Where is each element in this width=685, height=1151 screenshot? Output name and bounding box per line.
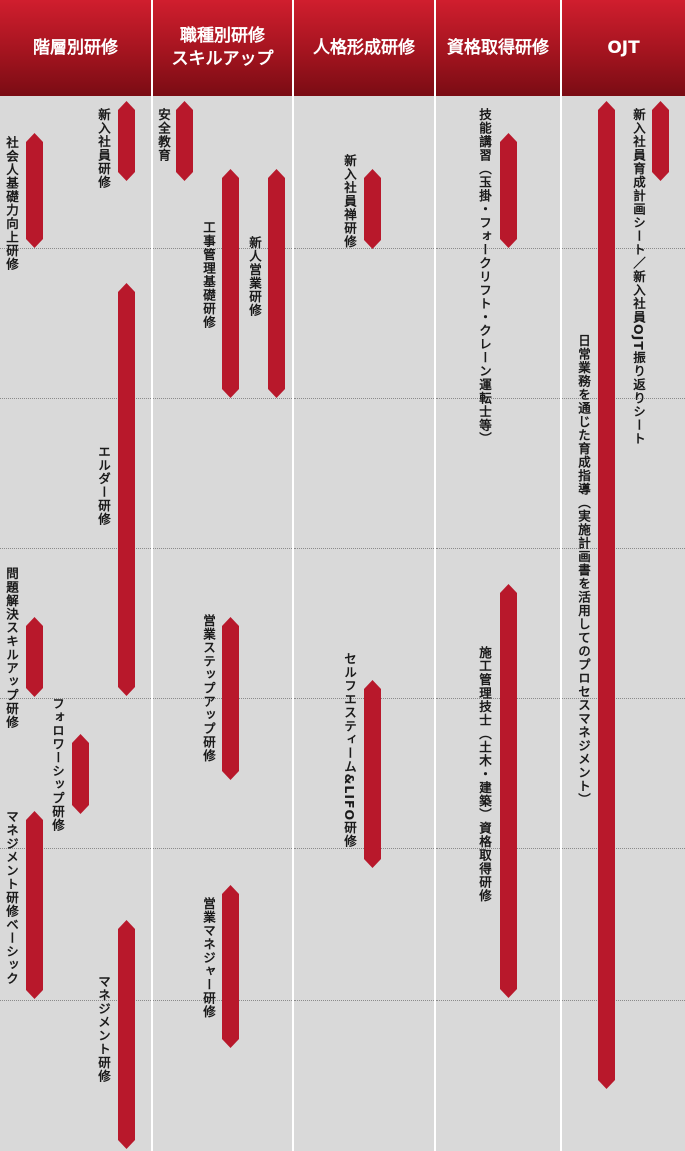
timeline-bar-sales-stepup bbox=[222, 617, 239, 780]
timeline-bar-followership bbox=[72, 734, 89, 814]
header-job-skill: 職種別研修 スキルアップ bbox=[153, 0, 292, 96]
grid-line bbox=[0, 848, 151, 849]
column-character bbox=[294, 96, 434, 1151]
timeline-bar-construction-engineer bbox=[500, 584, 517, 998]
timeline-bar-new-employee bbox=[118, 101, 135, 181]
label-zen-training: 新入社員禅研修 bbox=[342, 154, 357, 249]
timeline-bar-problem-solving bbox=[26, 617, 43, 697]
grid-line bbox=[294, 548, 434, 549]
grid-line bbox=[294, 248, 434, 249]
label-skill-course: 技能講習（玉掛・フォークリフト・クレーン運転士等） bbox=[477, 108, 492, 446]
grid-line bbox=[294, 398, 434, 399]
label-safety-education: 安全教育 bbox=[156, 108, 171, 162]
grid-line bbox=[562, 698, 685, 699]
header-hierarchy-label: 階層別研修 bbox=[33, 37, 118, 58]
timeline-bar-daily-guidance bbox=[598, 101, 615, 1089]
timeline-bar-sales-manager bbox=[222, 885, 239, 1048]
label-construction-mgmt-training: 工事管理基礎研修 bbox=[201, 221, 216, 329]
column-qualification bbox=[436, 96, 560, 1151]
grid-line bbox=[436, 398, 560, 399]
grid-line bbox=[0, 1000, 151, 1001]
grid-line bbox=[0, 398, 151, 399]
label-management-basic-training: マネジメント研修ベーシック bbox=[4, 810, 19, 986]
header-character: 人格形成研修 bbox=[294, 0, 434, 96]
grid-line bbox=[562, 848, 685, 849]
label-new-sales-training: 新人営業研修 bbox=[247, 236, 262, 317]
grid-line bbox=[0, 548, 151, 549]
header-job-skill-line2: スキルアップ bbox=[171, 49, 274, 69]
header-qualification-label: 資格取得研修 bbox=[447, 37, 549, 58]
grid-line bbox=[294, 1000, 434, 1001]
timeline-bar-elder bbox=[118, 283, 135, 696]
label-daily-guidance: 日常業務を通じた育成指導（実施計画書を活用してのプロセスマネジメント） bbox=[576, 334, 591, 807]
header-ojt: OJT bbox=[562, 0, 685, 96]
grid-line bbox=[436, 698, 560, 699]
timeline-bar-management bbox=[118, 920, 135, 1149]
label-sales-stepup-training: 営業ステップアップ研修 bbox=[201, 614, 216, 763]
timeline-bar-construction-mgmt bbox=[222, 169, 239, 398]
label-problem-solving-training: 問題解決スキルアップ研修 bbox=[4, 567, 19, 729]
header-job-skill-label: 職種別研修 スキルアップ bbox=[172, 25, 274, 71]
header-character-label: 人格形成研修 bbox=[313, 37, 415, 58]
timeline-bar-management-basic bbox=[26, 811, 43, 999]
grid-line bbox=[0, 698, 151, 699]
timeline-bar-self-esteem bbox=[364, 680, 381, 868]
grid-line bbox=[436, 248, 560, 249]
header-ojt-label: OJT bbox=[607, 37, 640, 58]
column-ojt bbox=[562, 96, 685, 1151]
label-self-esteem-lifo-training: セルフエスティーム&LIFO研修 bbox=[342, 652, 357, 849]
timeline-bar-basic-ability bbox=[26, 133, 43, 248]
timeline-bar-zen bbox=[364, 169, 381, 249]
grid-line bbox=[562, 398, 685, 399]
timeline-bar-skill-course bbox=[500, 133, 517, 248]
label-sales-manager-training: 営業マネジャー研修 bbox=[201, 897, 216, 1019]
label-new-employee-training: 新入社員研修 bbox=[96, 108, 111, 189]
grid-line bbox=[153, 548, 292, 549]
header-qualification: 資格取得研修 bbox=[436, 0, 560, 96]
grid-line bbox=[436, 848, 560, 849]
grid-line bbox=[436, 548, 560, 549]
grid-line bbox=[436, 1000, 560, 1001]
label-basic-ability-training: 社会人基礎力向上研修 bbox=[4, 136, 19, 271]
grid-line bbox=[562, 548, 685, 549]
header-job-skill-line1: 職種別研修 bbox=[180, 26, 265, 46]
grid-line bbox=[562, 1000, 685, 1001]
label-construction-engineer-qualification: 施工管理技士（土木・建築）資格取得研修 bbox=[477, 646, 492, 903]
grid-line bbox=[562, 248, 685, 249]
grid-line bbox=[153, 848, 292, 849]
header-hierarchy: 階層別研修 bbox=[0, 0, 151, 96]
timeline-bar-training-sheet bbox=[652, 101, 669, 181]
label-management-training: マネジメント研修 bbox=[96, 975, 111, 1083]
grid-line bbox=[153, 398, 292, 399]
grid-line bbox=[0, 248, 151, 249]
timeline-bar-safety bbox=[176, 101, 193, 181]
label-elder-training: エルダー研修 bbox=[96, 445, 111, 526]
timeline-bar-new-sales bbox=[268, 169, 285, 398]
label-followership-training: フォロワーシップ研修 bbox=[50, 697, 65, 832]
label-training-sheet: 新入社員育成計画シート／新入社員OJT振り返りシート bbox=[631, 108, 646, 446]
